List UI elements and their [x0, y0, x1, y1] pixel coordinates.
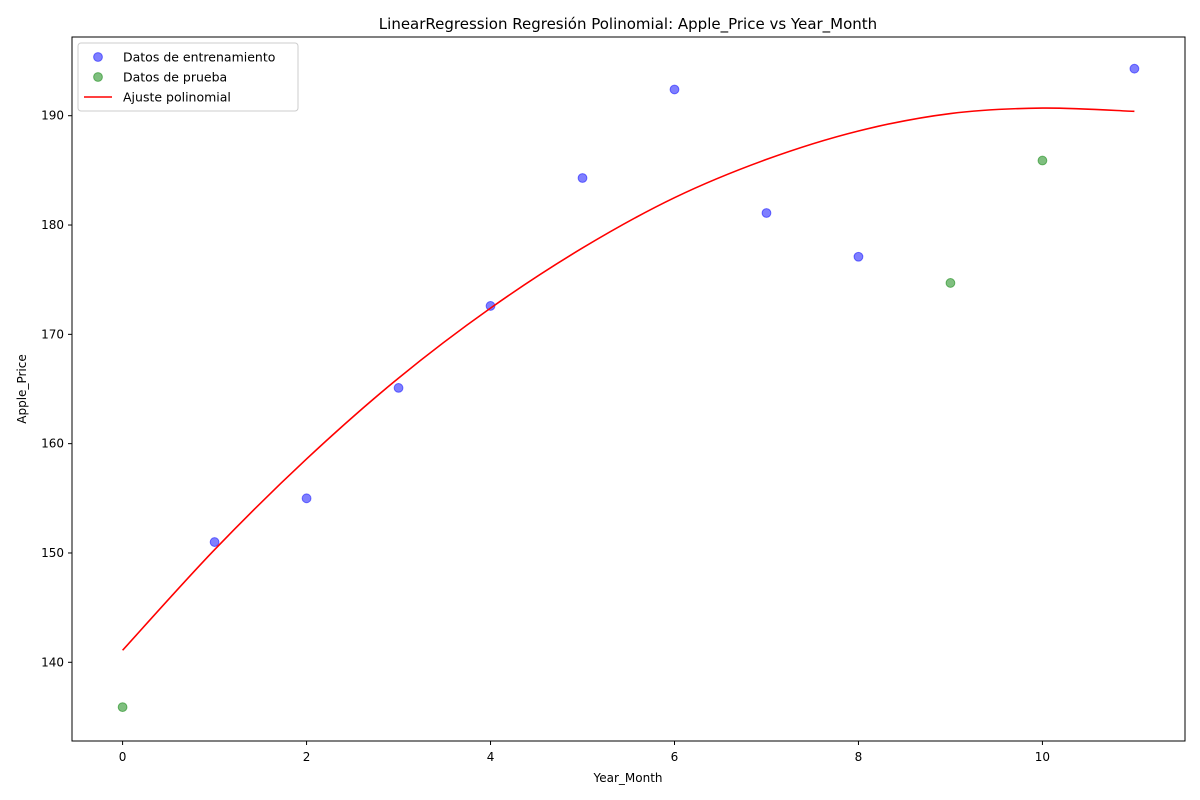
x-tick-label: 8: [855, 750, 863, 764]
x-tick-label: 2: [303, 750, 311, 764]
polynomial-fit-line: [121, 107, 1135, 651]
legend-label: Ajuste polinomial: [123, 90, 231, 105]
y-tick-label: 190: [41, 109, 64, 123]
x-tick-label: 0: [119, 750, 127, 764]
train-point-6: [761, 208, 772, 218]
legend: Datos de entrenamiento Datos de prueba Aju…: [77, 42, 299, 112]
train-point-8: [1129, 63, 1140, 74]
train-point-7: [853, 251, 864, 262]
chart-title: LinearRegression Regresión Polinomial: A…: [379, 15, 877, 34]
train-point-2: [393, 383, 404, 393]
test-point-1: [945, 278, 956, 288]
plot-area: [117, 63, 1140, 713]
x-tick-label: 6: [671, 750, 679, 764]
legend-marker: [93, 52, 103, 62]
train-point-4: [577, 173, 588, 183]
y-tick-label: 170: [41, 327, 64, 341]
legend-box: [77, 42, 299, 112]
y-tick-label: 180: [41, 218, 64, 232]
y-tick-label: 160: [41, 437, 64, 451]
y-tick-label: 150: [41, 546, 64, 560]
train-point-1: [301, 493, 312, 504]
legend-label: Datos de entrenamiento: [123, 50, 275, 65]
train-point-0: [209, 537, 220, 547]
test-point-0: [117, 702, 128, 713]
test-point-2: [1037, 155, 1048, 166]
axes: 0 2 4 6 8 10 140 150 160 170 180 190: [41, 36, 1186, 764]
legend-marker: [93, 72, 103, 82]
series-datos-de-prueba: [117, 155, 1048, 713]
train-point-5: [669, 84, 680, 95]
y-axis-label: Apple_Price: [15, 354, 29, 423]
axes-frame: [71, 36, 1186, 742]
x-tick-label: 4: [487, 750, 495, 764]
x-tick-label: 10: [1035, 750, 1050, 764]
y-tick-label: 140: [41, 655, 64, 669]
x-axis-label: Year_Month: [592, 771, 662, 785]
legend-label: Datos de prueba: [123, 70, 227, 85]
